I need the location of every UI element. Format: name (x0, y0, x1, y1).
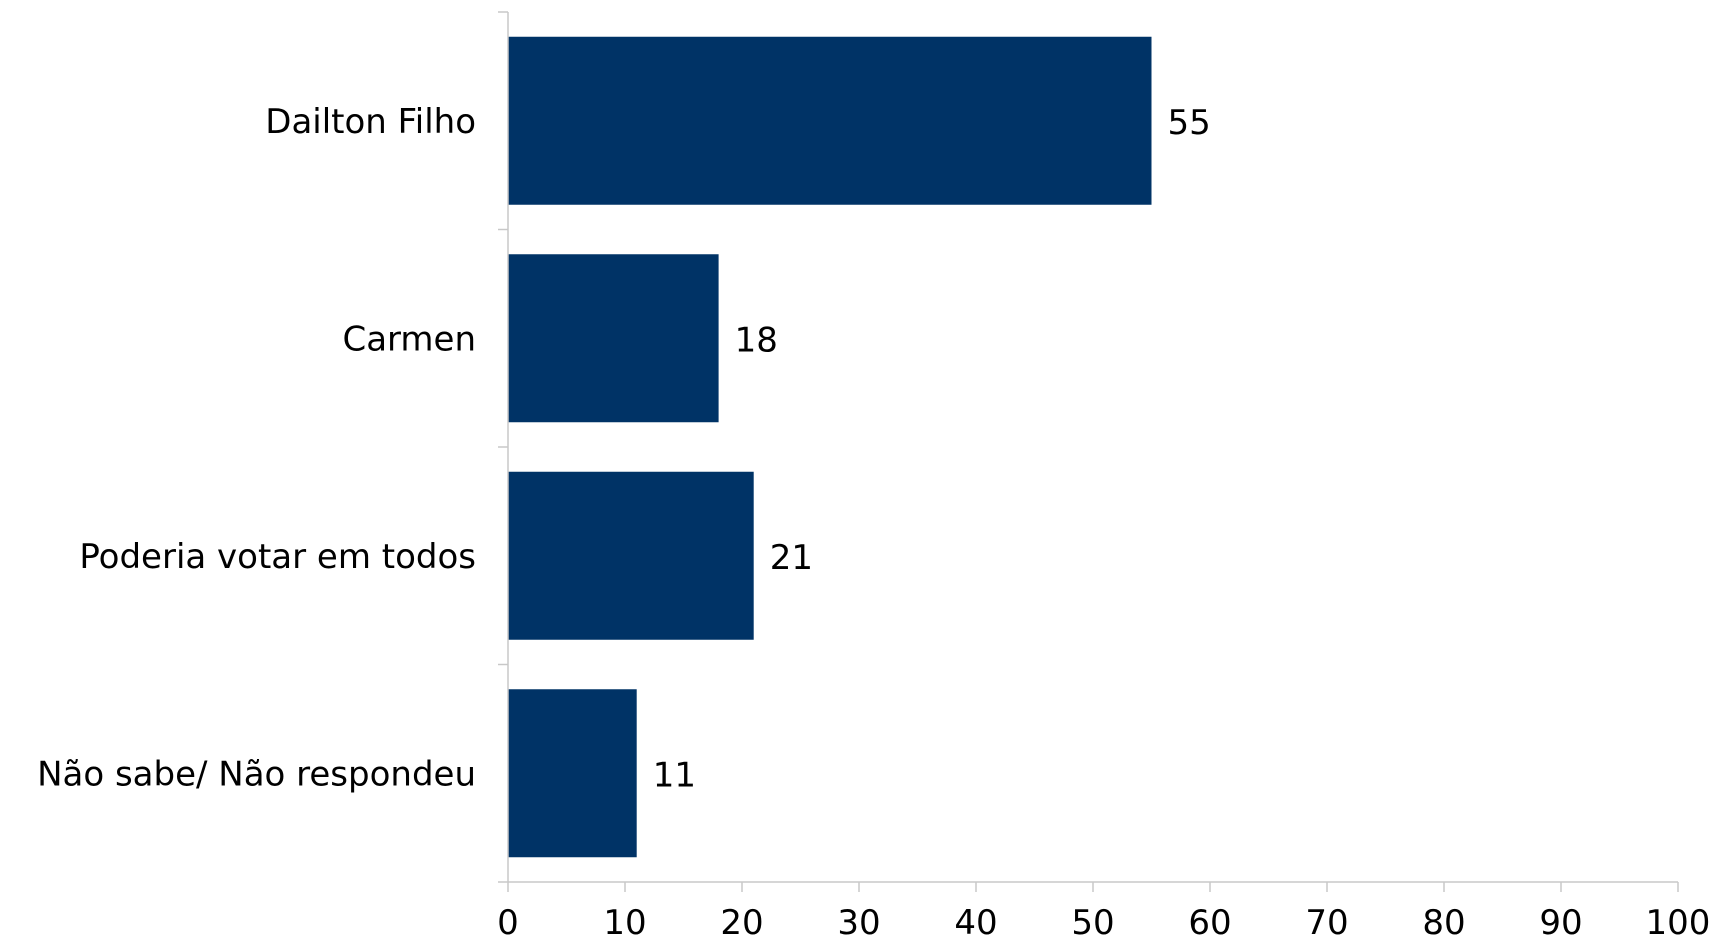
x-tick-label: 90 (1539, 903, 1582, 943)
data-label: 21 (770, 538, 813, 578)
x-tick-label: 80 (1422, 903, 1465, 943)
bar-4 (508, 689, 637, 858)
x-tick-label: 30 (837, 903, 880, 943)
bar-2 (508, 254, 719, 423)
x-tick-label: 10 (603, 903, 646, 943)
axes-layer (498, 11, 1679, 892)
x-tick-label: 60 (1188, 903, 1231, 943)
x-tick-label: 100 (1646, 903, 1711, 943)
category-label: Não sabe/ Não respondeu (37, 754, 476, 794)
category-label: Dailton Filho (265, 102, 476, 142)
data-label: 11 (653, 755, 696, 795)
x-tick-label: 50 (1071, 903, 1114, 943)
data-label: 18 (735, 320, 778, 360)
category-label: Carmen (342, 319, 476, 359)
bars-layer (508, 36, 1152, 858)
bar-3 (508, 471, 754, 640)
labels-layer: Dailton Filho 55 Carmen 18 Poderia votar em … (37, 102, 1710, 943)
category-label: Poderia votar em todos (79, 537, 476, 577)
bar-1 (508, 36, 1152, 205)
data-label: 55 (1168, 103, 1211, 143)
x-tick-label: 40 (954, 903, 997, 943)
x-tick-label: 0 (497, 903, 519, 943)
x-tick-label: 20 (720, 903, 763, 943)
x-tick-label: 70 (1305, 903, 1348, 943)
